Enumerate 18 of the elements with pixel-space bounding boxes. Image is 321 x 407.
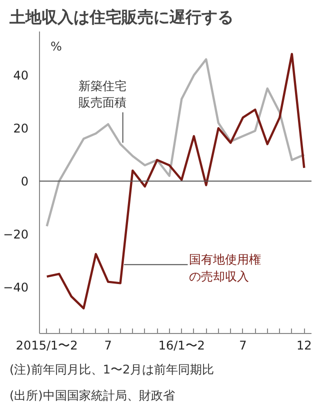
chart-title: 土地収入は住宅販売に遅行する — [8, 8, 234, 26]
text: (出所)中国国家統計局、財政省 — [10, 388, 175, 402]
y-axis-title: % — [50, 39, 62, 54]
x-tick-label: 2015/1〜2 — [16, 338, 78, 352]
x-tick-label: 16/1〜2 — [158, 338, 205, 352]
x-tick-label: 7 — [239, 338, 247, 352]
y-tick-label: −20 — [3, 228, 29, 242]
x-tick-label: 12 — [296, 338, 312, 352]
text: (注)前年同月比、1〜2月は前年同期比 — [10, 362, 214, 376]
x-tick-label: 7 — [104, 338, 112, 352]
text: 国有地使用権の売却収入 — [188, 252, 261, 284]
series-label: 新築住宅販売面積 — [78, 78, 127, 110]
line-series — [46, 58, 306, 228]
y-tick-label: 20 — [13, 122, 29, 136]
y-tick-label: 0 — [20, 174, 29, 189]
line-series — [46, 52, 306, 310]
y-tick-label: 40 — [13, 68, 29, 83]
y-tick-label: −40 — [3, 280, 29, 295]
